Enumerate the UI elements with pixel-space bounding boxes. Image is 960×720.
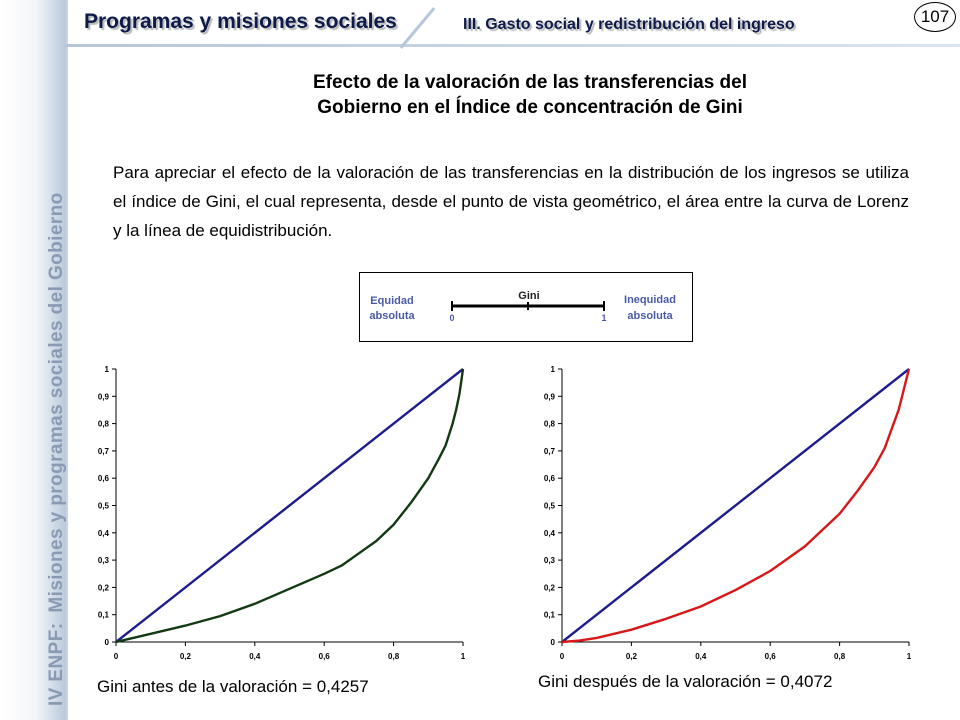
y-tick-label: 0,7 <box>544 447 556 456</box>
x-tick-label: 0 <box>114 652 119 661</box>
y-tick-label: 0,7 <box>98 447 110 456</box>
x-tick-label: 0,4 <box>249 652 261 661</box>
x-tick-label: 0 <box>560 652 565 661</box>
y-tick-label: 0,6 <box>98 474 110 483</box>
y-tick-label: 0,2 <box>544 583 556 592</box>
x-tick-label: 0,2 <box>626 652 638 661</box>
x-tick-label: 0,6 <box>765 652 777 661</box>
sidebar-title-part2: Misiones y programas sociales del Gobier… <box>46 192 67 613</box>
page-title-line1: Efecto de la valoración de las transfere… <box>312 72 747 93</box>
y-tick-label: 0,6 <box>544 474 556 483</box>
equality-line <box>561 368 910 643</box>
y-tick-label: 1 <box>105 365 110 374</box>
y-tick-label: 0,1 <box>98 611 110 620</box>
body-paragraph: Para apreciar el efecto de la valoración… <box>113 163 909 240</box>
page-title: Efecto de la valoración de las transfere… <box>160 70 900 120</box>
gini-scale-diagram: Equidad absoluta Inequidad absoluta Gini… <box>359 272 693 342</box>
lorenz-chart-before: 0 0,1 0,2 0,3 0,4 0,5 0,6 0,7 0,8 0,9 1 0 0,2 0,4 0,6 0… <box>86 355 486 670</box>
y-tick-label: 0,3 <box>544 556 556 565</box>
y-tick-label: 0,1 <box>544 611 556 620</box>
gini-right-label-1: Inequidad <box>624 294 676 306</box>
y-tick-label: 0,5 <box>544 502 556 511</box>
lorenz-curve <box>561 368 911 644</box>
section-title: Programas y misiones sociales <box>84 10 397 33</box>
caption-gini-after: Gini después de la valoración = 0,4072 <box>538 672 833 691</box>
x-tick-label: 0,8 <box>388 652 400 661</box>
y-tick-label: 0 <box>551 638 556 647</box>
x-tick-label: 0,4 <box>695 652 707 661</box>
header-slash-divider <box>399 7 436 49</box>
sidebar-vertical-title: IV ENPF: Misiones y programas sociales de… <box>46 192 68 706</box>
header-underline <box>66 44 960 47</box>
y-tick-label: 0,3 <box>98 556 110 565</box>
y-tick-label: 0,4 <box>544 529 556 538</box>
y-tick-label: 0,8 <box>544 420 556 429</box>
y-tick-label: 0,8 <box>98 420 110 429</box>
caption-gini-before: Gini antes de la valoración = 0,4257 <box>97 677 369 696</box>
lorenz-curve <box>115 368 465 644</box>
x-tick-label: 1 <box>907 652 912 661</box>
equality-line <box>115 368 464 643</box>
y-tick-label: 0,9 <box>98 392 110 401</box>
gini-left-label-1: Equidad <box>370 295 413 307</box>
y-tick-label: 0,5 <box>98 502 110 511</box>
page-title-line2: Gobierno en el Índice de concentración d… <box>317 97 743 118</box>
y-tick-label: 1 <box>551 365 556 374</box>
y-tick-label: 0,9 <box>544 392 556 401</box>
y-tick-label: 0 <box>105 638 110 647</box>
x-tick-label: 0,6 <box>319 652 331 661</box>
gini-scale-label: Gini <box>518 290 539 302</box>
gini-left-label-2: absoluta <box>369 310 415 322</box>
sidebar-title-part1: IV ENPF: <box>46 622 67 706</box>
lorenz-chart-after: 0 0,1 0,2 0,3 0,4 0,5 0,6 0,7 0,8 0,9 1 0 0,2 0,4 0,6 0… <box>532 355 932 670</box>
x-tick-label: 1 <box>461 652 466 661</box>
x-tick-label: 0,2 <box>180 652 192 661</box>
gini-scale-min: 0 <box>449 313 454 323</box>
gini-scale-max: 1 <box>601 313 606 323</box>
y-tick-label: 0,2 <box>98 583 110 592</box>
gini-right-label-2: absoluta <box>627 310 673 322</box>
left-sidebar-band <box>0 0 68 720</box>
section-subtitle: III. Gasto social y redistribución del i… <box>463 16 795 33</box>
y-tick-label: 0,4 <box>98 529 110 538</box>
page-number: 107 <box>914 2 956 32</box>
x-tick-label: 0,8 <box>834 652 846 661</box>
